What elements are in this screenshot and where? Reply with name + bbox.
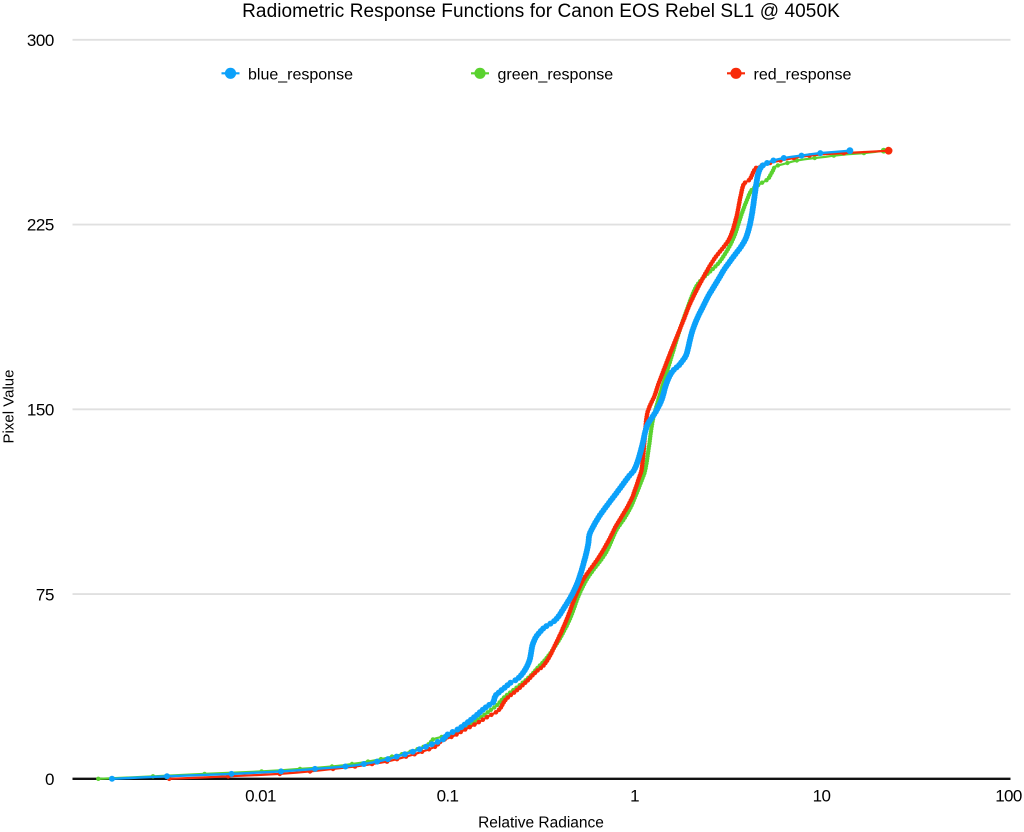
svg-text:225: 225 [27, 216, 54, 235]
svg-text:0: 0 [45, 770, 54, 789]
svg-text:Pixel Value: Pixel Value [1, 370, 18, 444]
svg-text:red_response: red_response [754, 67, 852, 84]
svg-text:150: 150 [27, 401, 54, 420]
svg-text:10: 10 [813, 787, 831, 806]
svg-text:0.01: 0.01 [245, 787, 276, 806]
svg-text:green_response: green_response [498, 67, 614, 84]
svg-text:75: 75 [36, 585, 54, 604]
svg-text:blue_response: blue_response [248, 67, 353, 84]
svg-text:Relative Radiance: Relative Radiance [478, 814, 604, 831]
svg-text:300: 300 [27, 31, 54, 50]
svg-text:Radiometric Response Functions: Radiometric Response Functions for Canon… [242, 1, 840, 22]
svg-text:1: 1 [630, 787, 639, 806]
svg-text:100: 100 [995, 787, 1022, 806]
svg-text:0.1: 0.1 [437, 787, 459, 806]
